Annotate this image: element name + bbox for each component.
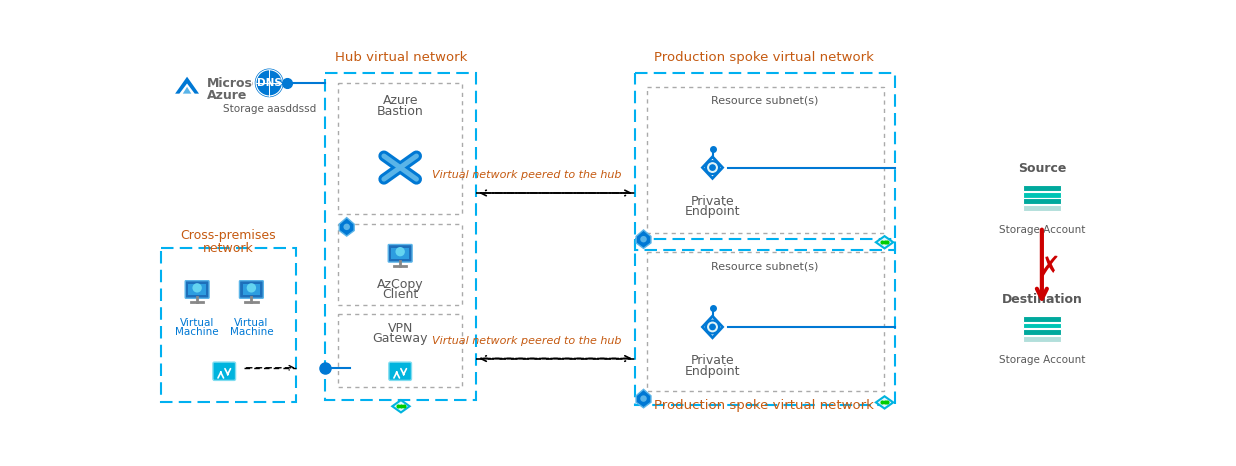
Text: Endpoint: Endpoint [685, 365, 740, 377]
Polygon shape [392, 400, 409, 412]
Bar [648, 252, 884, 391]
Circle shape [344, 224, 350, 230]
FancyBboxPatch shape [1022, 329, 1062, 335]
FancyBboxPatch shape [1022, 336, 1062, 342]
FancyBboxPatch shape [185, 281, 209, 298]
Text: Virtual: Virtual [180, 318, 214, 328]
FancyBboxPatch shape [389, 362, 412, 380]
Text: Bastion: Bastion [377, 105, 424, 118]
Polygon shape [876, 396, 894, 409]
Text: ✗: ✗ [1038, 254, 1062, 281]
Text: Resource subnet(s): Resource subnet(s) [711, 96, 818, 106]
Text: Hub virtual network: Hub virtual network [335, 51, 467, 64]
Text: Production spoke virtual network: Production spoke virtual network [655, 51, 874, 64]
FancyBboxPatch shape [1022, 185, 1062, 191]
FancyBboxPatch shape [1022, 205, 1062, 211]
Text: Azure: Azure [208, 89, 247, 102]
Text: Storage Account: Storage Account [999, 226, 1085, 235]
Text: Private: Private [691, 194, 734, 207]
Text: Client: Client [382, 288, 418, 302]
Text: Private: Private [691, 354, 734, 367]
FancyBboxPatch shape [1022, 316, 1062, 322]
Text: Virtual: Virtual [234, 318, 268, 328]
Polygon shape [176, 77, 199, 94]
Text: Endpoint: Endpoint [685, 206, 740, 218]
Circle shape [640, 236, 646, 242]
Text: Storage Account: Storage Account [999, 355, 1085, 365]
Text: Microsoft: Microsoft [208, 77, 273, 90]
Bar [242, 284, 261, 295]
FancyBboxPatch shape [1022, 192, 1062, 198]
Bar [392, 247, 409, 259]
Text: Virtual network peered to the hub: Virtual network peered to the hub [431, 170, 622, 180]
Text: Azure: Azure [382, 95, 418, 108]
Bar [635, 73, 895, 250]
Text: Machine: Machine [176, 327, 219, 337]
Text: Cross-premises: Cross-premises [180, 229, 276, 242]
FancyBboxPatch shape [1022, 199, 1062, 204]
Text: Resource subnet(s): Resource subnet(s) [711, 261, 818, 272]
Bar [161, 248, 297, 403]
Text: Source: Source [1017, 162, 1067, 175]
Circle shape [706, 321, 719, 334]
Text: Machine: Machine [230, 327, 273, 337]
Circle shape [709, 323, 716, 330]
Bar [325, 73, 476, 400]
Bar [339, 314, 462, 387]
Text: Destination: Destination [1001, 293, 1083, 306]
Bar [635, 239, 895, 405]
Bar [648, 87, 884, 233]
Text: network: network [203, 241, 253, 254]
Circle shape [253, 68, 284, 98]
Text: AzCopy: AzCopy [377, 278, 424, 291]
Bar [339, 224, 462, 305]
Polygon shape [339, 218, 355, 236]
Text: Production spoke virtual network: Production spoke virtual network [655, 399, 874, 412]
FancyBboxPatch shape [213, 362, 236, 380]
Polygon shape [183, 87, 192, 94]
Text: Storage aasddssd: Storage aasddssd [222, 103, 316, 114]
Text: Virtual network peered to the hub: Virtual network peered to the hub [431, 336, 622, 346]
Circle shape [709, 164, 716, 171]
Circle shape [396, 247, 405, 256]
Circle shape [706, 161, 719, 174]
Polygon shape [637, 230, 651, 248]
Circle shape [193, 283, 201, 293]
Bar [188, 284, 206, 295]
Circle shape [247, 283, 256, 293]
Text: DNS: DNS [257, 78, 282, 88]
Polygon shape [876, 236, 894, 248]
Circle shape [640, 395, 646, 402]
Text: Gateway: Gateway [372, 332, 428, 345]
Bar [339, 83, 462, 214]
Polygon shape [637, 389, 651, 408]
FancyBboxPatch shape [1022, 322, 1062, 329]
Text: VPN: VPN [388, 322, 413, 335]
FancyBboxPatch shape [388, 245, 412, 262]
FancyBboxPatch shape [240, 281, 263, 298]
